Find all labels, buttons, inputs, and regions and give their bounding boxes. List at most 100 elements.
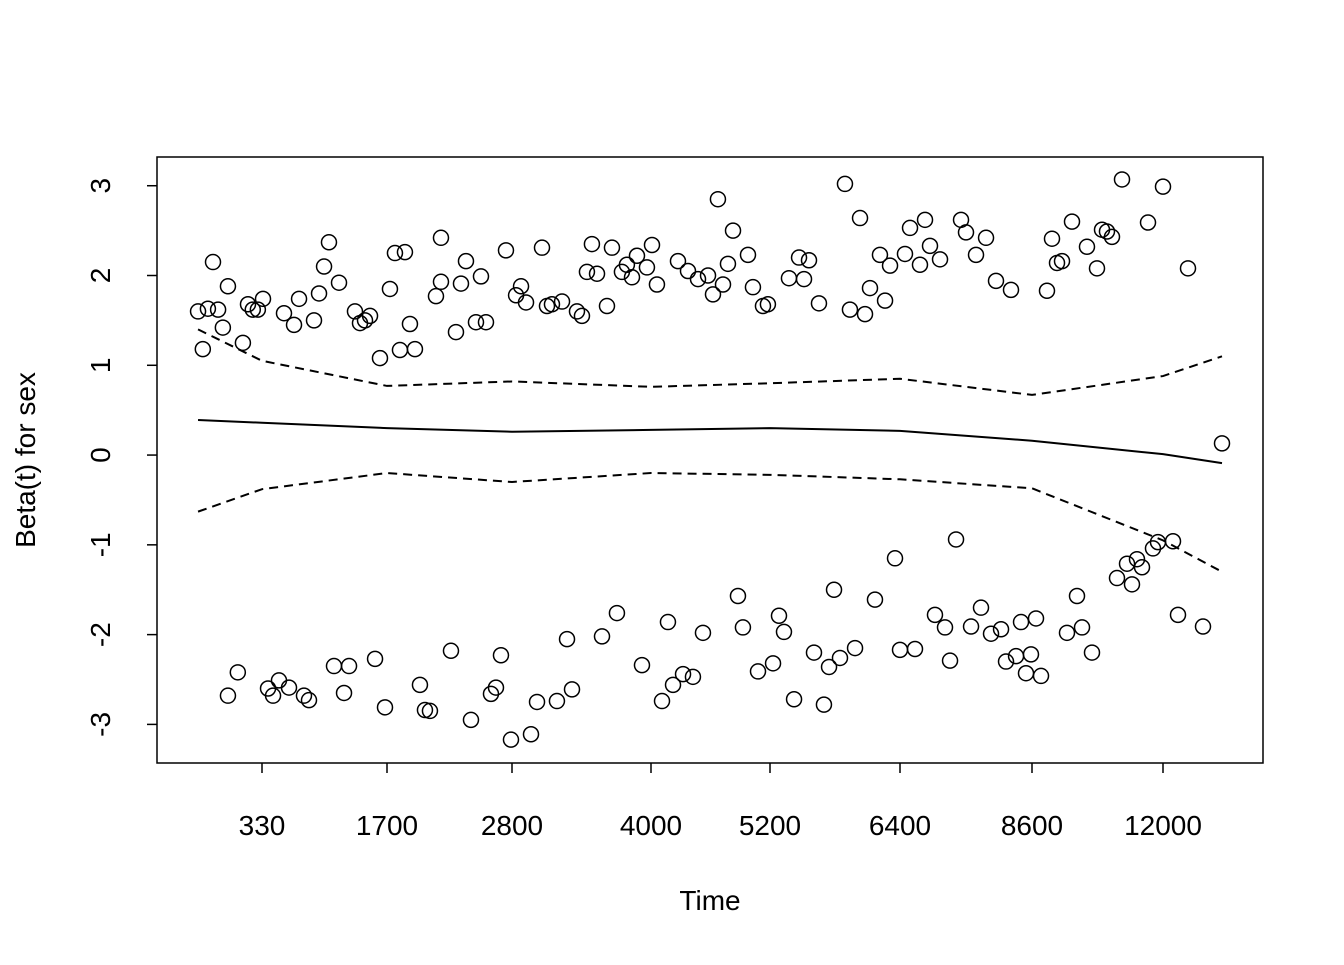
point xyxy=(841,301,859,318)
x-tick-label: 330 xyxy=(239,810,286,841)
point xyxy=(921,237,939,255)
point xyxy=(1073,619,1091,636)
point xyxy=(684,668,702,686)
point xyxy=(836,175,854,193)
point xyxy=(1002,281,1020,299)
point xyxy=(264,687,282,704)
point xyxy=(866,591,884,608)
point xyxy=(1078,238,1096,256)
point xyxy=(361,307,379,325)
point xyxy=(421,702,439,720)
point xyxy=(593,628,611,645)
point xyxy=(270,672,288,689)
point xyxy=(785,691,803,708)
point xyxy=(290,290,308,308)
point xyxy=(643,236,661,254)
point xyxy=(457,252,475,270)
x-tick-label: 12000 xyxy=(1124,810,1202,841)
point xyxy=(280,679,298,696)
point xyxy=(648,276,666,293)
point xyxy=(653,692,671,710)
point xyxy=(588,265,606,282)
point xyxy=(512,278,530,295)
point xyxy=(1058,624,1076,642)
point xyxy=(386,244,404,262)
curve xyxy=(198,419,1223,465)
point xyxy=(871,246,889,264)
y-axis-label: Beta(t) for sex xyxy=(10,372,41,548)
point xyxy=(1213,435,1231,452)
point xyxy=(492,647,510,664)
point xyxy=(623,269,641,286)
point xyxy=(825,581,843,598)
point xyxy=(427,287,445,305)
point xyxy=(962,618,980,635)
point xyxy=(1088,260,1106,277)
point xyxy=(487,679,505,696)
point xyxy=(416,701,434,719)
point xyxy=(497,242,515,259)
point xyxy=(189,303,207,320)
point xyxy=(1038,282,1056,300)
point xyxy=(926,606,944,624)
x-tick-label: 4000 xyxy=(620,810,682,841)
point xyxy=(573,307,591,325)
point xyxy=(234,334,252,352)
y-tick-label: -1 xyxy=(85,532,116,557)
point xyxy=(1012,613,1030,631)
point xyxy=(1098,223,1116,240)
point xyxy=(876,292,894,309)
point xyxy=(553,293,571,310)
point xyxy=(790,249,808,266)
point xyxy=(1128,550,1146,568)
y-tick-label: -3 xyxy=(85,712,116,737)
y-tick-label: 2 xyxy=(85,268,116,284)
point xyxy=(633,656,651,674)
point xyxy=(305,312,323,329)
point xyxy=(315,258,333,275)
point xyxy=(310,285,328,302)
point xyxy=(411,676,429,694)
point xyxy=(528,693,546,711)
point xyxy=(330,274,348,291)
point xyxy=(856,305,874,323)
point xyxy=(1123,576,1141,593)
point xyxy=(1144,540,1162,557)
point xyxy=(704,286,722,303)
point xyxy=(502,731,520,748)
y-tick-label: -2 xyxy=(85,622,116,647)
point xyxy=(219,278,237,295)
point xyxy=(744,278,762,296)
point xyxy=(548,692,566,710)
point xyxy=(517,294,535,311)
point xyxy=(931,251,949,268)
point xyxy=(366,650,384,668)
point xyxy=(982,625,1000,642)
x-tick-label: 6400 xyxy=(869,810,931,841)
point xyxy=(1032,667,1050,685)
point xyxy=(1053,252,1071,270)
point xyxy=(714,276,732,293)
x-axis-label: Time xyxy=(679,885,740,916)
point xyxy=(638,259,656,276)
point xyxy=(335,684,353,702)
point xyxy=(396,243,414,261)
point xyxy=(941,652,959,669)
point xyxy=(805,644,823,661)
point xyxy=(689,270,707,288)
point xyxy=(214,319,232,336)
x-tick-label: 1700 xyxy=(356,810,418,841)
point xyxy=(659,613,677,631)
point xyxy=(1083,644,1101,661)
point xyxy=(376,699,394,716)
point xyxy=(1063,213,1081,230)
point xyxy=(477,313,495,331)
point xyxy=(472,268,490,285)
point xyxy=(775,623,793,641)
point xyxy=(992,620,1010,638)
point xyxy=(467,313,485,331)
point xyxy=(558,630,576,648)
point xyxy=(381,280,399,298)
point xyxy=(719,255,737,273)
